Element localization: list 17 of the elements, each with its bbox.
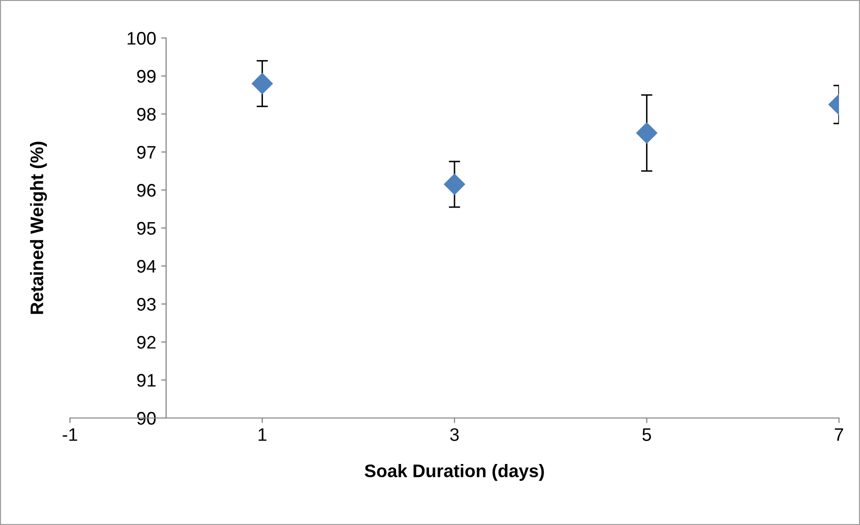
x-tick-label: -1 [62,428,78,441]
y-tick-label: 96 [137,184,156,197]
x-tick-label: 7 [834,428,844,441]
x-tick-label: 1 [258,428,266,441]
y-axis-title: Retained Weight (%) [30,142,47,314]
y-tick-label: 99 [137,70,156,83]
y-tick-label: 97 [137,146,156,159]
x-axis-title: Soak Duration (days) [364,464,544,481]
y-tick-label: 98 [137,108,156,121]
x-tick-label: 3 [450,428,459,441]
y-tick-label: 91 [137,374,156,387]
y-tick-label: 94 [137,260,156,273]
y-tick-label: 93 [137,298,156,311]
y-tick-label: 92 [137,336,156,349]
y-tick-label: 95 [137,222,156,235]
y-tick-label: 100 [128,32,156,45]
x-tick-label: 5 [642,428,652,441]
